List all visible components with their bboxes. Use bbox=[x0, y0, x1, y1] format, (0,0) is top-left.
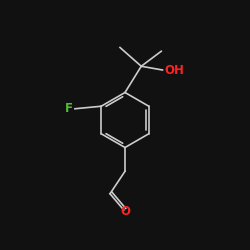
Text: O: O bbox=[120, 206, 130, 218]
Text: OH: OH bbox=[164, 64, 184, 76]
Text: F: F bbox=[65, 102, 73, 115]
